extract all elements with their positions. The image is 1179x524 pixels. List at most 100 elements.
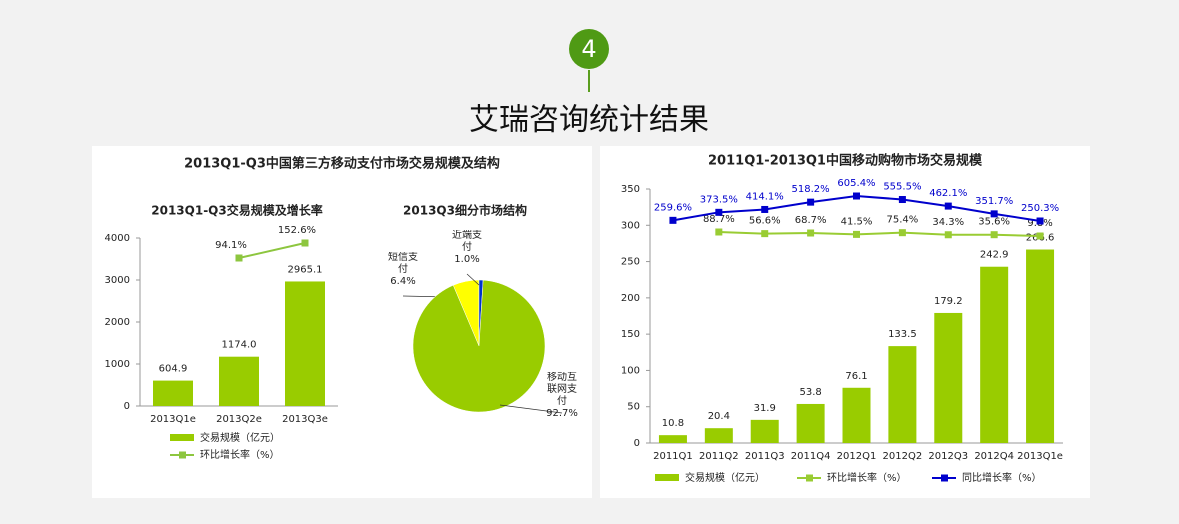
data-label: 56.6%: [749, 216, 781, 227]
y-tick-label: 4000: [105, 233, 130, 244]
bar: [1026, 249, 1055, 443]
y-tick-label: 150: [621, 329, 640, 340]
x-tick-label: 2012Q3: [928, 451, 968, 462]
bar: [658, 435, 687, 443]
legend-label: 环比增长率（%）: [827, 471, 907, 484]
bar: [980, 266, 1009, 443]
right-panel: [600, 146, 1090, 498]
line-marker: [761, 230, 769, 238]
data-label: 10.8: [662, 418, 684, 429]
data-label: 41.5%: [841, 216, 873, 227]
x-tick-label: 2013Q1e: [1017, 451, 1063, 462]
y-tick-label: 300: [621, 220, 640, 231]
data-label: 152.6%: [278, 225, 316, 236]
step-badge: [569, 29, 609, 69]
line-series: [718, 231, 1041, 237]
x-tick-label: 2013Q1e: [150, 414, 196, 425]
line-marker: [807, 229, 815, 237]
data-label: 68.7%: [795, 215, 827, 226]
data-label: 76.1: [845, 371, 867, 382]
y-tick-label: 350: [621, 184, 640, 195]
y-tick-label: 50: [627, 402, 640, 413]
line-marker: [715, 228, 723, 236]
bar: [285, 281, 325, 406]
x-tick-label: 2012Q2: [883, 451, 923, 462]
data-label: 94.1%: [215, 240, 247, 251]
pie-value: 92.7%: [546, 408, 578, 419]
data-label: 20.4: [708, 411, 730, 422]
line-marker: [235, 254, 243, 262]
legend-label: 同比增长率（%）: [962, 471, 1042, 484]
x-tick-label: 2011Q3: [745, 451, 785, 462]
bar: [219, 356, 259, 406]
line-marker: [1036, 217, 1044, 225]
leader-line: [466, 273, 480, 286]
line-marker: [669, 216, 677, 224]
bar: [796, 403, 825, 443]
data-label: 605.4%: [837, 178, 875, 189]
data-label: 35.6%: [978, 217, 1010, 228]
data-label: 462.1%: [929, 188, 967, 199]
x-tick-label: 2013Q2e: [216, 414, 262, 425]
legend-swatch: [941, 474, 948, 482]
panel-title: 2013Q1-Q3中国第三方移动支付市场交易规模及结构: [184, 156, 500, 172]
line-marker: [990, 210, 998, 218]
y-tick-label: 200: [621, 293, 640, 304]
legend-swatch: [170, 434, 194, 441]
pie-label: 近端支付: [452, 230, 482, 253]
legend-swatch: [655, 474, 679, 481]
pie-value: 1.0%: [454, 254, 480, 265]
data-label: 133.5: [888, 329, 917, 340]
chart-title: 2013Q3细分市场结构: [403, 203, 527, 218]
legend-swatch: [179, 451, 186, 459]
line-marker: [301, 239, 309, 247]
bar: [704, 428, 733, 443]
bar: [842, 387, 871, 443]
y-tick-label: 250: [621, 257, 640, 268]
data-label: 88.7%: [703, 214, 735, 225]
data-label: 604.9: [159, 364, 188, 375]
x-tick-label: 2012Q1: [837, 451, 877, 462]
data-label: 242.9: [980, 250, 1009, 261]
pie-label: 移动互联网支付: [547, 372, 577, 407]
data-label: 2965.1: [288, 264, 323, 275]
x-tick-label: 2011Q4: [791, 451, 831, 462]
pie-label: 短信支付: [388, 252, 418, 275]
data-label: 34.3%: [932, 217, 964, 228]
line-marker: [853, 192, 860, 200]
line-marker: [1036, 232, 1044, 240]
data-label: 351.7%: [975, 196, 1013, 207]
data-label: 31.9: [754, 403, 776, 414]
data-label: 1174.0: [222, 340, 257, 351]
data-label: 75.4%: [886, 215, 918, 226]
bar: [153, 380, 193, 406]
bar: [750, 419, 779, 443]
line-marker: [944, 202, 952, 210]
data-label: 555.5%: [883, 182, 921, 193]
line-series: [238, 242, 306, 259]
chart-title: 2011Q1-2013Q1中国移动购物市场交易规模: [708, 153, 983, 169]
y-tick-label: 1000: [105, 359, 130, 370]
data-label: 373.5%: [700, 194, 738, 205]
data-label: 259.6%: [654, 202, 692, 213]
x-tick-label: 2011Q2: [699, 451, 739, 462]
page-title: 艾瑞咨询统计结果: [469, 103, 709, 138]
leader-line: [499, 404, 563, 414]
line-marker: [715, 208, 723, 216]
line-marker: [807, 198, 815, 206]
y-tick-label: 3000: [105, 275, 130, 286]
data-label: 53.8: [799, 387, 821, 398]
pie-slice: [412, 279, 546, 413]
y-tick-label: 0: [124, 401, 130, 412]
legend-label: 交易规模（亿元）: [685, 471, 765, 484]
bar: [888, 346, 917, 443]
data-label: 250.3%: [1021, 203, 1059, 214]
x-tick-label: 2013Q3e: [282, 414, 328, 425]
line-marker: [898, 229, 906, 237]
data-label: 518.2%: [792, 184, 830, 195]
line-marker: [990, 231, 998, 239]
y-tick-label: 100: [621, 365, 640, 376]
